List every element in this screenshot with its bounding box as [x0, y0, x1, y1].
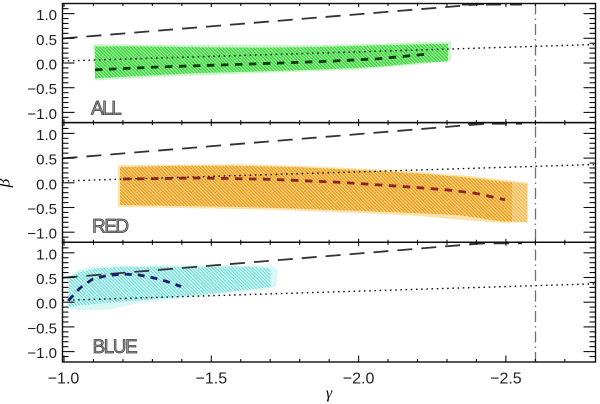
- svg-text:γ: γ: [326, 385, 333, 402]
- svg-text:β: β: [0, 178, 14, 188]
- svg-text:−1.0: −1.0: [48, 371, 80, 388]
- svg-text:−2.0: −2.0: [343, 371, 375, 388]
- svg-text:ALL: ALL: [91, 98, 121, 119]
- svg-text:−0.5: −0.5: [27, 201, 57, 218]
- svg-text:−1.5: −1.5: [196, 371, 228, 388]
- svg-text:−1.0: −1.0: [27, 345, 57, 362]
- svg-text:0.0: 0.0: [36, 176, 57, 193]
- svg-text:−1.0: −1.0: [27, 106, 57, 123]
- svg-text:BLUE: BLUE: [93, 337, 137, 358]
- svg-text:0.0: 0.0: [36, 296, 57, 313]
- svg-text:RED: RED: [92, 216, 128, 237]
- svg-text:−1.0: −1.0: [27, 226, 57, 243]
- svg-text:1.0: 1.0: [36, 7, 57, 24]
- svg-text:−0.5: −0.5: [27, 81, 57, 98]
- svg-text:1.0: 1.0: [36, 246, 57, 263]
- svg-text:0.5: 0.5: [36, 271, 57, 288]
- svg-text:0.0: 0.0: [36, 57, 57, 74]
- svg-text:−0.5: −0.5: [27, 320, 57, 337]
- svg-text:0.5: 0.5: [36, 32, 57, 49]
- svg-text:1.0: 1.0: [36, 127, 57, 144]
- svg-text:0.5: 0.5: [36, 152, 57, 169]
- svg-text:−2.5: −2.5: [490, 371, 522, 388]
